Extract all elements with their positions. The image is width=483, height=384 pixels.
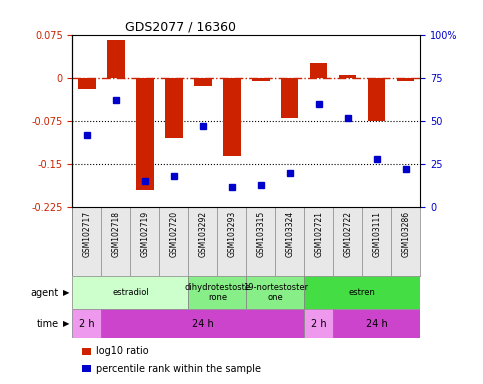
Bar (72, 276, 188, 309)
Bar (246, 276, 304, 309)
Bar (188, 276, 246, 309)
Bar (304, 309, 333, 338)
Text: GSM103324: GSM103324 (285, 211, 294, 257)
Text: GSM103293: GSM103293 (227, 211, 236, 257)
Bar (72, 309, 101, 338)
Text: 2 h: 2 h (311, 318, 327, 329)
Text: 24 h: 24 h (192, 318, 214, 329)
Text: GSM102719: GSM102719 (141, 211, 149, 257)
Text: 2 h: 2 h (79, 318, 95, 329)
Text: GSM102720: GSM102720 (170, 211, 178, 257)
Text: GSM103111: GSM103111 (372, 211, 381, 257)
Text: GSM103286: GSM103286 (401, 211, 410, 257)
Bar (281, 78, 298, 118)
Text: estradiol: estradiol (112, 288, 149, 297)
Bar (223, 78, 241, 156)
Bar (368, 78, 385, 121)
Bar (252, 78, 270, 81)
Bar (333, 309, 420, 338)
Bar (107, 40, 125, 78)
Text: time: time (36, 318, 58, 329)
Text: GSM102717: GSM102717 (83, 211, 91, 257)
Text: agent: agent (30, 288, 58, 298)
Bar (304, 276, 420, 309)
Text: GSM103315: GSM103315 (256, 211, 265, 257)
Bar (165, 78, 183, 138)
Text: percentile rank within the sample: percentile rank within the sample (96, 364, 261, 374)
Text: GSM102721: GSM102721 (314, 211, 323, 257)
Text: log10 ratio: log10 ratio (96, 346, 148, 356)
Text: GSM102722: GSM102722 (343, 211, 352, 257)
Text: estren: estren (349, 288, 376, 297)
Text: GSM103292: GSM103292 (199, 211, 207, 257)
Bar (397, 78, 414, 81)
Bar (339, 75, 356, 78)
Bar (78, 78, 96, 89)
Bar (101, 309, 304, 338)
Text: 19-nortestoster
one: 19-nortestoster one (243, 283, 308, 303)
Bar (310, 63, 327, 78)
Bar (194, 78, 212, 86)
Text: dihydrotestoste
rone: dihydrotestoste rone (185, 283, 250, 303)
Text: GSM102718: GSM102718 (112, 211, 120, 257)
Text: GDS2077 / 16360: GDS2077 / 16360 (125, 20, 236, 33)
Text: 24 h: 24 h (366, 318, 388, 329)
Text: ▶: ▶ (62, 288, 69, 297)
Text: ▶: ▶ (62, 319, 69, 328)
Bar (136, 78, 154, 190)
